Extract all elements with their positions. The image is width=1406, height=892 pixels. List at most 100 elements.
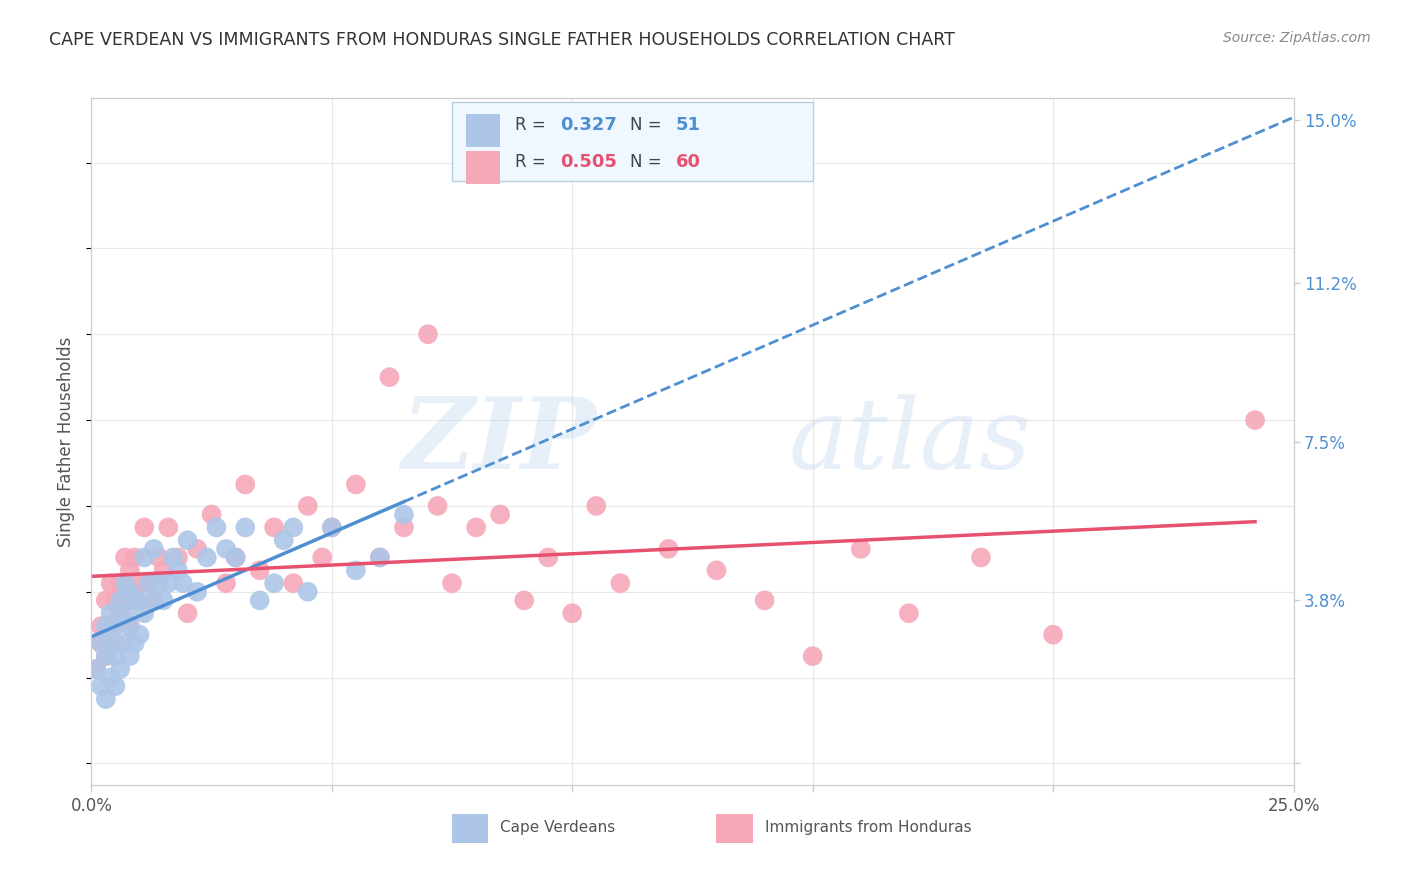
Point — [657, 541, 679, 556]
Point — [100, 636, 122, 650]
Point — [104, 593, 127, 607]
Point — [321, 520, 343, 534]
Text: N =: N = — [630, 153, 666, 171]
Point — [897, 607, 920, 621]
Point — [118, 649, 141, 664]
Text: R =: R = — [515, 153, 551, 171]
Point — [249, 593, 271, 607]
Point — [201, 508, 224, 522]
Point — [94, 692, 117, 706]
Text: CAPE VERDEAN VS IMMIGRANTS FROM HONDURAS SINGLE FATHER HOUSEHOLDS CORRELATION CH: CAPE VERDEAN VS IMMIGRANTS FROM HONDURAS… — [49, 31, 955, 49]
Point — [94, 619, 117, 633]
Point — [114, 576, 136, 591]
Bar — [467, 151, 501, 184]
Point — [392, 520, 415, 534]
Point — [344, 477, 367, 491]
Point — [311, 550, 333, 565]
Bar — [467, 113, 501, 146]
Point — [114, 636, 136, 650]
Point — [118, 619, 141, 633]
Bar — [451, 814, 488, 843]
Point — [134, 607, 156, 621]
Point — [84, 662, 107, 676]
Point — [233, 477, 256, 491]
Point — [152, 563, 174, 577]
Point — [176, 607, 198, 621]
Text: Cape Verdeans: Cape Verdeans — [501, 820, 616, 835]
Point — [100, 576, 122, 591]
Text: 51: 51 — [676, 116, 700, 134]
Point — [186, 584, 208, 599]
Point — [124, 593, 146, 607]
Point — [297, 499, 319, 513]
FancyBboxPatch shape — [451, 102, 813, 180]
Text: Source: ZipAtlas.com: Source: ZipAtlas.com — [1223, 31, 1371, 45]
Point — [138, 576, 160, 591]
Point — [100, 671, 122, 685]
Point — [138, 576, 160, 591]
Point — [104, 649, 127, 664]
Point — [90, 636, 112, 650]
Point — [128, 628, 150, 642]
Point — [124, 636, 146, 650]
Point — [104, 679, 127, 693]
Text: Immigrants from Honduras: Immigrants from Honduras — [765, 820, 972, 835]
Point — [176, 533, 198, 548]
Point — [440, 576, 463, 591]
Point — [283, 576, 305, 591]
Point — [215, 541, 238, 556]
Point — [849, 541, 872, 556]
Point — [114, 607, 136, 621]
Point — [114, 550, 136, 565]
Point — [172, 576, 194, 591]
Point — [195, 550, 218, 565]
Point — [157, 576, 180, 591]
Point — [128, 593, 150, 607]
Point — [148, 576, 170, 591]
Text: N =: N = — [630, 116, 666, 134]
Point — [134, 520, 156, 534]
Text: 0.327: 0.327 — [560, 116, 617, 134]
Point — [94, 649, 117, 664]
Point — [157, 520, 180, 534]
Point — [167, 550, 190, 565]
Point — [114, 593, 136, 607]
Point — [90, 636, 112, 650]
Point — [104, 619, 127, 633]
Point — [215, 576, 238, 591]
Point — [124, 584, 146, 599]
Point — [273, 533, 295, 548]
Point — [297, 584, 319, 599]
Point — [110, 607, 132, 621]
Point — [186, 541, 208, 556]
Point — [152, 593, 174, 607]
Point — [142, 593, 165, 607]
Point — [148, 550, 170, 565]
Point — [142, 593, 165, 607]
Point — [283, 520, 305, 534]
Point — [1244, 413, 1267, 427]
Point — [537, 550, 560, 565]
Point — [100, 619, 122, 633]
Point — [225, 550, 247, 565]
Point — [94, 593, 117, 607]
Point — [263, 520, 285, 534]
Point — [124, 550, 146, 565]
Point — [94, 649, 117, 664]
Text: 60: 60 — [676, 153, 700, 171]
Point — [100, 607, 122, 621]
Point — [609, 576, 631, 591]
Point — [90, 619, 112, 633]
Point — [392, 508, 415, 522]
Point — [321, 520, 343, 534]
Text: ZIP: ZIP — [401, 393, 596, 490]
Point — [90, 679, 112, 693]
Y-axis label: Single Father Households: Single Father Households — [58, 336, 76, 547]
Point — [801, 649, 824, 664]
Point — [263, 576, 285, 591]
Point — [162, 550, 184, 565]
Point — [344, 563, 367, 577]
Bar — [717, 814, 752, 843]
Point — [110, 662, 132, 676]
Point — [118, 563, 141, 577]
